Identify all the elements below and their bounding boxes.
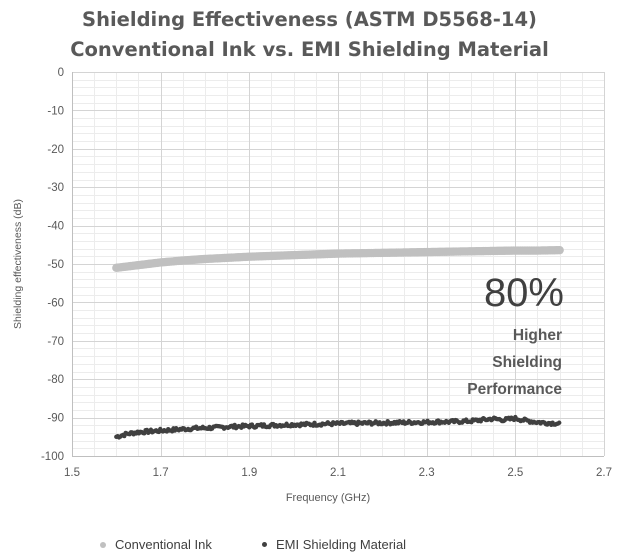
y-tick-label: -80 [47,374,64,386]
legend-item-conventional-ink: Conventional Ink [100,537,212,552]
data-point-emi-shielding-material [557,420,562,425]
x-tick-label: 1.7 [153,467,169,479]
y-tick-label: -30 [47,182,64,194]
major-gridlines [72,72,605,457]
legend-marker-emi-shielding-material [262,542,267,548]
y-tick-label: -100 [41,451,64,463]
y-tick-label: -60 [47,297,64,309]
chart-title-line-2: Conventional Ink vs. EMI Shielding Mater… [70,38,549,61]
chart-title-line-1: Shielding Effectiveness (ASTM D5568-14) [82,8,537,31]
legend-label-emi-shielding-material: EMI Shielding Material [276,537,407,552]
series-conventional-ink [112,245,564,273]
x-tick-label: 2.7 [596,467,612,479]
x-tick-label: 2.3 [419,467,435,479]
legend-item-emi-shielding-material: EMI Shielding Material [262,537,406,552]
x-tick-label: 1.9 [241,467,257,479]
x-tick-label: 2.1 [330,467,346,479]
annotation-shielding: Shielding [492,354,562,371]
annotation-80-percent: 80% [484,271,564,315]
y-tick-label: -10 [47,105,64,117]
legend-label-conventional-ink: Conventional Ink [115,537,212,552]
y-tick-label: -90 [47,413,64,425]
y-tick-label: -40 [47,221,64,233]
annotation-performance: Performance [467,381,562,398]
x-tick-label: 1.5 [64,467,80,479]
x-axis-title: Frequency (GHz) [286,492,370,504]
y-tick-label: 0 [58,67,64,79]
legend-marker-conventional-ink [100,541,106,548]
data-point-conventional-ink [555,245,564,255]
y-tick-label: -50 [47,259,64,271]
series-emi-shielding-material [114,414,562,440]
annotation-higher: Higher [513,327,562,344]
y-tick-label: -20 [47,144,64,156]
y-axis-title: Shielding effectiveness (dB) [12,199,24,329]
legend: Conventional Ink EMI Shielding Material [0,537,619,553]
x-tick-label: 2.5 [507,467,523,479]
y-tick-label: -70 [47,336,64,348]
